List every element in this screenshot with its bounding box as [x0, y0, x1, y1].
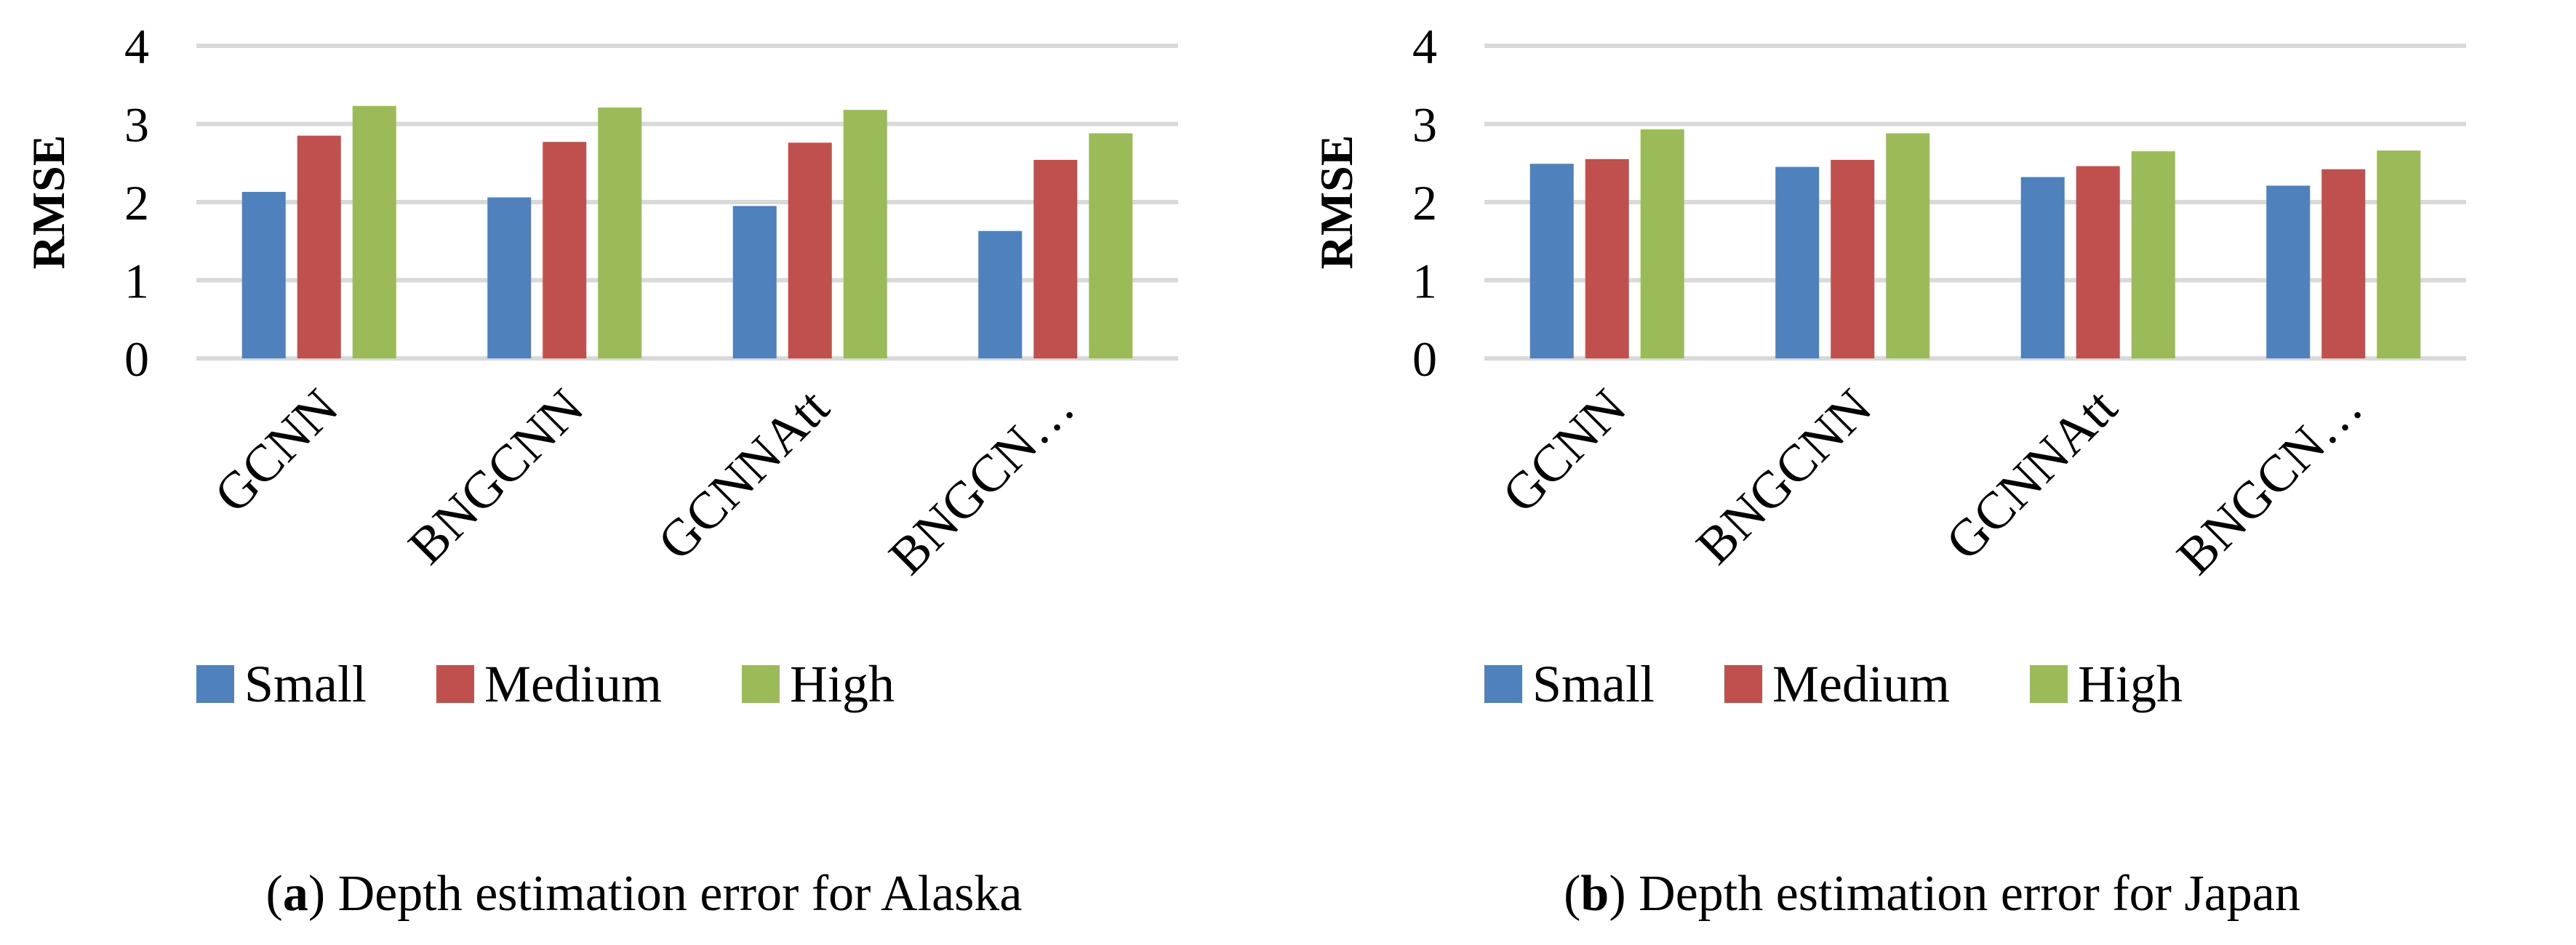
legend-label-small: Small — [1532, 655, 1655, 713]
x-tick-label: GCNN — [1491, 378, 1637, 524]
bar-small-0 — [1529, 164, 1574, 358]
bar-medium-0 — [1585, 158, 1629, 358]
y-axis-label: RMSE — [1311, 135, 1362, 270]
y-tick-label: 2 — [124, 175, 149, 230]
legend-swatch-medium — [1724, 665, 1762, 703]
bar-high-3 — [2377, 150, 2421, 359]
x-tick-label: BNGCN… — [878, 378, 1086, 586]
legend-label-high: High — [2078, 655, 2183, 713]
x-tick-label: BNGCN… — [2166, 378, 2374, 586]
legend-label-small: Small — [244, 655, 367, 713]
bar-small-3 — [2266, 185, 2311, 358]
chart-panel-japan: 0 1 2 3 4 RMSE GCNN BNGCNN GCNNAtt BNGCN… Small Med… — [1288, 0, 2576, 945]
bar-small-0 — [241, 192, 286, 358]
bar-medium-3 — [1033, 159, 1078, 358]
x-tick-label: GCNNAtt — [647, 378, 840, 571]
legend-label-medium: Medium — [484, 655, 662, 713]
y-tick-label: 1 — [1412, 254, 1437, 309]
bar-medium-1 — [543, 142, 587, 358]
caption-text: Depth estimation error for Japan — [1639, 866, 2300, 922]
bar-chart-alaska: 0 1 2 3 4 RMSE GCNN BNGCNN GCNNAtt BNGCN… Small Med… — [23, 19, 1178, 713]
bar-small-2 — [2020, 177, 2065, 358]
y-tick-label: 0 — [1412, 331, 1437, 387]
bar-medium-1 — [1831, 159, 1875, 358]
bar-small-2 — [732, 206, 777, 358]
x-tick-label: GCNNAtt — [1935, 378, 2128, 571]
x-tick-label: GCNN — [203, 378, 349, 524]
bar-small-1 — [1775, 166, 1820, 358]
legend-swatch-medium — [436, 665, 474, 703]
bar-medium-2 — [2076, 166, 2120, 359]
bar-medium-3 — [2321, 169, 2366, 358]
y-tick-label: 2 — [1412, 175, 1437, 230]
bar-medium-0 — [297, 135, 341, 358]
bar-high-1 — [598, 107, 642, 359]
y-tick-label: 3 — [1412, 97, 1437, 153]
x-tick-label: BNGCNN — [397, 378, 595, 576]
y-axis-label: RMSE — [23, 135, 74, 270]
legend-swatch-high — [2030, 665, 2068, 703]
bar-chart-japan: 0 1 2 3 4 RMSE GCNN BNGCNN GCNNAtt BNGCN… Small Med… — [1311, 19, 2466, 713]
x-tick-label: BNGCNN — [1685, 378, 1883, 576]
y-tick-label: 3 — [124, 97, 149, 153]
legend-swatch-high — [742, 665, 780, 703]
caption-letter: b — [1580, 866, 1609, 922]
bar-high-0 — [1640, 129, 1684, 358]
y-tick-label: 1 — [124, 254, 149, 309]
caption-letter: a — [282, 866, 308, 922]
bar-medium-2 — [788, 142, 832, 359]
y-tick-label: 4 — [1412, 19, 1437, 74]
legend-swatch-small — [1484, 665, 1522, 703]
y-tick-label: 4 — [124, 19, 149, 74]
bar-high-2 — [2131, 151, 2175, 358]
legend-swatch-small — [196, 665, 234, 703]
bar-high-3 — [1089, 133, 1133, 358]
y-tick-label: 0 — [124, 331, 149, 387]
caption-alaska: (a) Depth estimation error for Alaska — [265, 866, 1023, 922]
bar-high-1 — [1886, 133, 1930, 358]
legend-label-high: High — [790, 655, 895, 713]
chart-panel-alaska: 0 1 2 3 4 RMSE GCNN BNGCNN GCNNAtt BNGCN… Small Med… — [23, 19, 1178, 922]
caption-text: Depth estimation error for Alaska — [337, 866, 1023, 922]
bar-small-3 — [978, 230, 1023, 358]
caption-japan: (b) Depth estimation error for Japan — [1564, 866, 2300, 922]
bar-high-0 — [352, 105, 396, 358]
legend-label-medium: Medium — [1772, 655, 1950, 713]
bar-high-2 — [843, 110, 887, 358]
bar-small-1 — [487, 197, 532, 358]
